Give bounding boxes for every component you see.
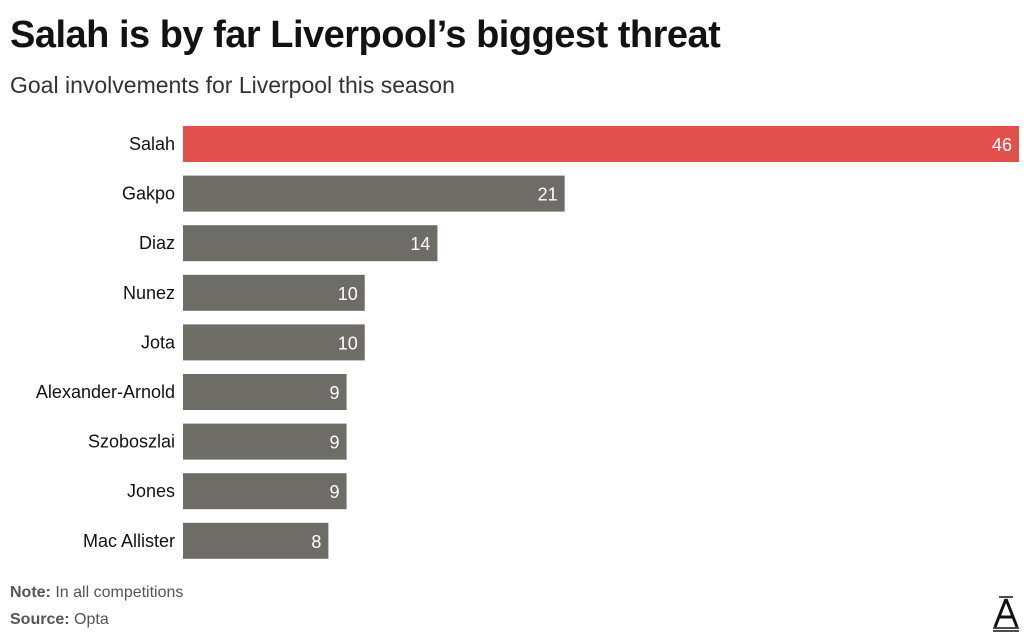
- value-label: 9: [330, 383, 340, 403]
- note: Note: In all competitions: [10, 584, 183, 602]
- category-label: Salah: [129, 134, 175, 154]
- source: Source: Opta: [10, 611, 109, 629]
- bar-nunez: [183, 274, 365, 311]
- bar-chart: Salah 46 Gakpo 21 Diaz 14 Nunez 10 Jota 10 Alexand…: [36, 126, 1019, 559]
- category-label: Szoboszlai: [88, 432, 175, 452]
- chart-subtitle: Goal involvements for Liverpool this sea…: [10, 72, 455, 98]
- value-label: 10: [338, 284, 358, 304]
- the-athletic-logo-icon: [993, 596, 1019, 632]
- value-label: 9: [330, 482, 340, 502]
- category-label: Mac Allister: [83, 531, 175, 551]
- note-label: Note:: [10, 584, 51, 601]
- value-label: 46: [992, 135, 1012, 155]
- bar-alexander-arnold: [183, 374, 347, 410]
- bar-jota: [183, 324, 365, 361]
- note-text: In all competitions: [55, 584, 184, 601]
- category-label: Diaz: [139, 233, 175, 253]
- category-label: Alexander-Arnold: [36, 382, 175, 402]
- category-label: Gakpo: [122, 184, 175, 204]
- bar-szoboszlai: [183, 423, 347, 460]
- category-label: Jones: [127, 481, 175, 501]
- bar-diaz: [183, 225, 438, 262]
- category-label: Jota: [141, 332, 176, 352]
- chart-title: Salah is by far Liverpool’s biggest thre…: [10, 14, 721, 56]
- value-label: 21: [538, 185, 558, 205]
- bar-mac-allister: [183, 522, 329, 559]
- value-label: 14: [410, 234, 430, 254]
- source-text: Opta: [74, 611, 109, 628]
- value-label: 8: [311, 532, 321, 552]
- value-label: 9: [330, 433, 340, 453]
- bar-salah: [183, 126, 1019, 162]
- source-label: Source:: [10, 611, 70, 628]
- category-label: Nunez: [123, 283, 175, 303]
- bar-gakpo: [183, 175, 565, 212]
- bar-jones: [183, 473, 347, 510]
- value-label: 10: [338, 333, 358, 353]
